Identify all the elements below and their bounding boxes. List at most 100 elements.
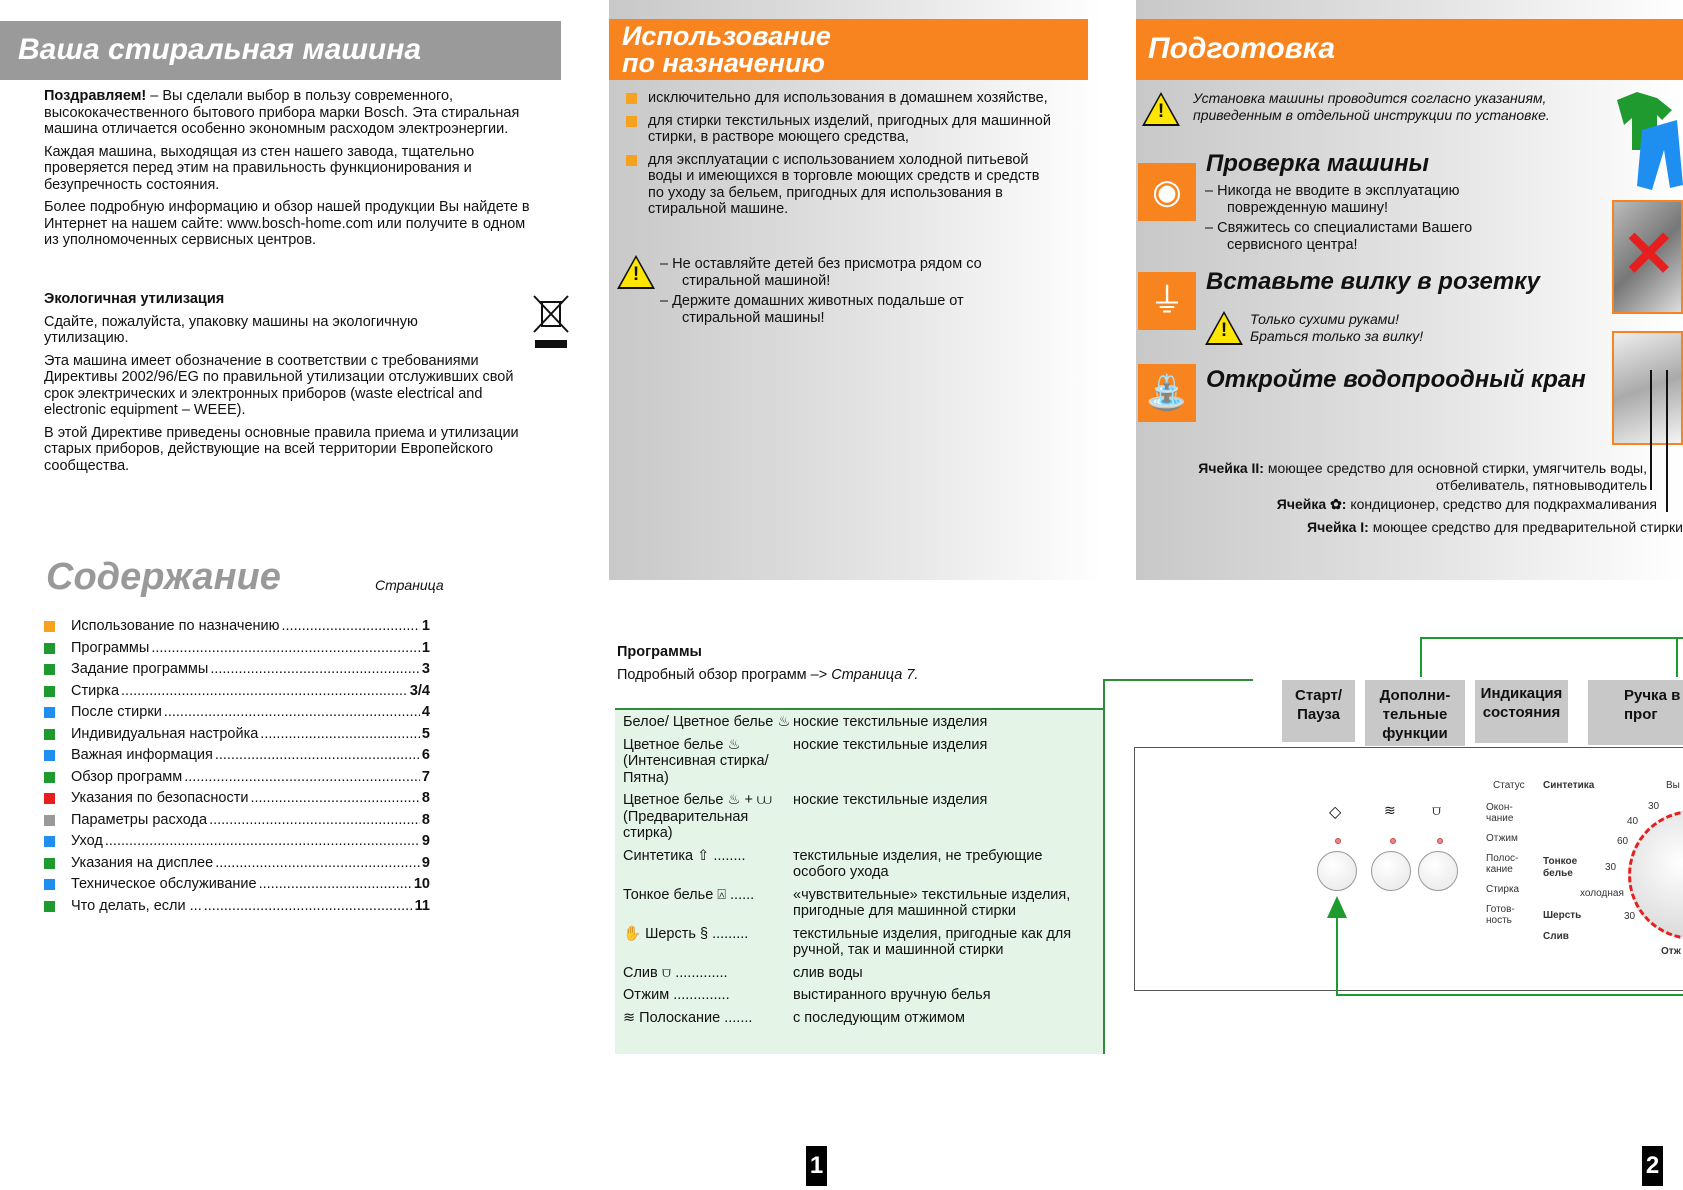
toc-item-label: Уход [71,833,103,849]
toc-item[interactable]: Указания по безопасности 8 [44,788,430,810]
eye-icon: ◉ [1138,163,1196,221]
dial-label-synth: Синтетика [1543,780,1595,791]
toc-color-swatch [44,879,55,891]
green-connector-top [1103,679,1253,681]
cell-softener-text: кондиционер, средство для подкрахмаливан… [1350,496,1657,512]
plug-icon: ⏚ [1138,272,1196,330]
green-arrow-line [1336,994,1683,996]
drawer-pointer-lines [1666,370,1668,512]
program-description: с последующим отжимом [793,1009,965,1026]
toc-item[interactable]: После стирки 4 [44,702,430,724]
label-start-pause: Старт/ Пауза [1282,680,1355,742]
toc-item[interactable]: Что делать, если ... 11 [44,896,430,918]
label-program-knob: Ручка в прог [1588,680,1683,745]
table-row: Белое/ Цветное белье ♨ ноские текстильные… [623,714,1095,731]
cell-2: Ячейка II: моющее средство для основной … [1131,460,1671,494]
toc-item[interactable]: Стирка 3/4 [44,681,430,703]
toc-item[interactable]: Обзор программ 7 [44,767,430,789]
table-row: Тонкое белье ⍓ ...... «чувствительные» те… [623,887,1095,920]
usage-warnings: – Не оставляйте детей без присмотра рядо… [660,256,1015,330]
programs-table: Белое/ Цветное белье ♨ ноские текстильные… [615,708,1103,1054]
toc-item[interactable]: Уход 9 [44,831,430,853]
table-row: Слив ⩌ ............. слив воды [623,965,1095,982]
page-link[interactable]: Страница 7. [831,667,919,683]
toc-item-page: 11 [414,897,430,914]
check-item: – Никогда не вводите в эксплуатацию повр… [1205,183,1545,216]
dial-label-t30c: 30 [1624,911,1636,922]
program-description: текстильные изделия, не требующие особог… [793,847,1043,881]
toc-item[interactable]: Задание программы 3 [44,659,430,681]
page-number-1: 1 [806,1146,827,1186]
toc-item-label: Указания на дисплее [71,854,214,871]
dial-label-spin: Отж [1661,946,1681,957]
toc-item[interactable]: Использование по назначению 1 [44,616,430,638]
toc-item-page: 1 [421,618,430,634]
check-item-text: Свяжитесь со специалистами Вашего сервис… [1217,220,1473,253]
plug-title: Вставьте вилку в розетку [1206,268,1541,295]
green-arrow-line [1420,637,1683,639]
cell-1: Ячейка I: моющее средство для предварите… [1131,519,1683,536]
green-arrow-line [1420,637,1422,677]
toc-leader-dots [210,659,420,681]
detergent-drawer-image [1612,331,1683,445]
eco-2: Эта машина имеет обозначение в соответст… [44,352,514,419]
toc-item[interactable]: Важная информация 6 [44,745,430,767]
warning-icon [1205,311,1243,345]
spin-button[interactable] [1418,851,1458,891]
status-item: Полос- кание [1486,853,1519,875]
toc-item-page: 8 [421,811,430,828]
toc-item-page: 3 [421,661,430,677]
clothes-icon [1617,92,1683,190]
led [1437,838,1443,844]
toc-item-label: После стирки [71,704,162,720]
program-description: ноские текстильные изделия [793,736,988,753]
toc-leader-dots [259,874,412,896]
status-item: Готов- ность [1486,904,1515,926]
install-note: Установка машины проводится согласно ука… [1193,90,1550,123]
toc-item-page: 9 [421,833,430,849]
dial-label-t60: 60 [1617,836,1629,847]
usage-background [609,0,1103,580]
toc-item[interactable]: Техническое обслуживание 10 [44,874,430,896]
dial-label-off: Вы [1666,780,1680,791]
table-row: Синтетика ⇧ ........ текстильные изделия,… [623,848,1095,881]
toc-color-swatch [44,793,55,805]
rinse-stop-button[interactable] [1371,851,1411,891]
prep-background [1136,0,1683,580]
toc-leader-dots [121,681,408,703]
usage-title: Использование по назначению [609,19,1088,80]
start-pause-button[interactable] [1317,851,1357,891]
toc-color-swatch [44,621,55,633]
usage-warning-text: Держите домашних животных подальше от ст… [672,293,964,326]
toc-color-swatch [44,685,55,697]
toc-leader-dots [209,810,420,832]
cell-1-label: Ячейка I: [1307,519,1369,535]
table-row: Цветное белье ♨ + ⩊ (Предварительная сти… [623,792,1095,842]
dial-label-drain: Слив [1543,931,1569,942]
cell-2-label: Ячейка II: [1198,460,1264,476]
toc-item[interactable]: Индивидуальная настройка 5 [44,724,430,746]
usage-title-line2: по назначению [622,48,825,78]
green-connector [1103,679,1105,1054]
table-row: Отжим .............. выстиранного вручную… [623,987,1095,1004]
program-description: текстильные изделия, пригодные как для р… [793,925,1072,959]
led [1335,838,1341,844]
toc-leader-dots [250,788,419,810]
water-tap-icon: ⛲ [1138,364,1196,422]
table-of-contents: Использование по назначению 1 Программы 1 За… [44,616,430,917]
toc-item-page: 6 [421,747,430,763]
drawer-pointer-lines [1650,370,1652,490]
toc-item-label: Обзор программ [71,768,183,785]
toc-item[interactable]: Параметры расхода 8 [44,810,430,832]
program-description: «чувствительные» текстильные изделия, пр… [793,886,1071,920]
program-name: Цветное белье ♨ (Интенсивная стирка/Пятн… [623,736,769,786]
toc-color-swatch [44,771,55,783]
toc-item-page: 9 [421,854,430,871]
toc-leader-dots [151,638,420,660]
rinse-icon: ≋ [1384,802,1396,818]
toc-item[interactable]: Программы 1 [44,638,430,660]
toc-item-label: Указания по безопасности [71,790,249,806]
toc-item[interactable]: Указания на дисплее 9 [44,853,430,875]
dial-label-wool: Шерсть [1543,910,1582,921]
led [1390,838,1396,844]
